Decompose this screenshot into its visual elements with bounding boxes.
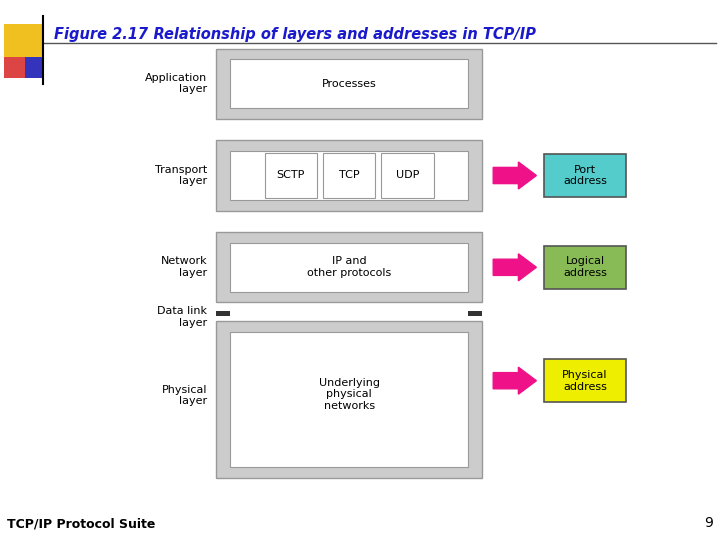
Bar [216, 321, 482, 478]
Bar [25, 57, 43, 78]
Bar [230, 151, 468, 200]
Text: Application
layer: Application layer [145, 73, 207, 94]
Bar [230, 243, 468, 292]
FancyArrow shape [493, 162, 536, 189]
Text: Logical
address: Logical address [563, 256, 607, 278]
Text: IP and
other protocols: IP and other protocols [307, 256, 392, 278]
Text: 9: 9 [704, 516, 713, 530]
Bar [382, 153, 433, 198]
Bar [544, 154, 626, 197]
Bar [216, 49, 482, 119]
Bar [216, 310, 230, 316]
Text: Data link
layer: Data link layer [158, 306, 207, 328]
Text: TCP: TCP [339, 171, 359, 180]
FancyArrow shape [493, 367, 536, 394]
Text: Port
address: Port address [563, 165, 607, 186]
Bar [4, 57, 25, 78]
Bar [323, 153, 376, 198]
Bar [544, 246, 626, 289]
Text: TCP/IP Protocol Suite: TCP/IP Protocol Suite [7, 517, 156, 530]
Bar [544, 359, 626, 402]
FancyArrow shape [493, 254, 536, 281]
Bar [216, 140, 482, 211]
Text: Processes: Processes [322, 79, 377, 89]
Bar [216, 232, 482, 302]
Text: Figure 2.17: Figure 2.17 [54, 27, 148, 42]
Text: UDP: UDP [396, 171, 419, 180]
Text: Physical
layer: Physical layer [162, 384, 207, 406]
Bar [230, 332, 468, 467]
Text: Underlying
physical
networks: Underlying physical networks [319, 377, 379, 411]
Bar [265, 153, 318, 198]
Text: Physical
address: Physical address [562, 370, 608, 392]
Text: Transport
layer: Transport layer [155, 165, 207, 186]
Bar [4, 24, 43, 57]
Text: Network
layer: Network layer [161, 256, 207, 278]
Bar [230, 59, 468, 108]
Bar [468, 310, 482, 316]
Text: Relationship of layers and addresses in TCP/IP: Relationship of layers and addresses in … [133, 27, 536, 42]
Text: SCTP: SCTP [276, 171, 305, 180]
